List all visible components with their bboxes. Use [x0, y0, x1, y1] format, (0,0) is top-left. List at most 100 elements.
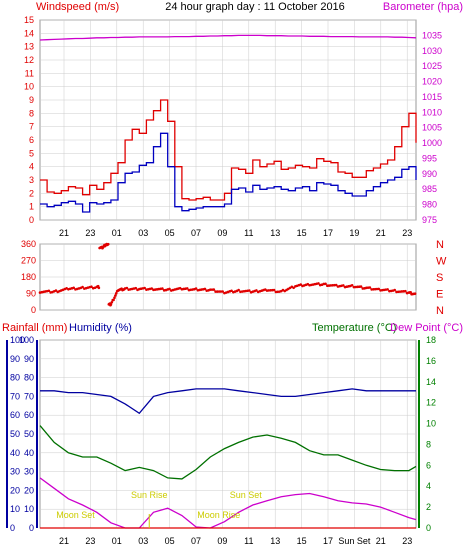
humidity-axis-bar [36, 340, 38, 528]
direction-point [368, 286, 372, 289]
barometer-tick-label: 980 [422, 200, 437, 210]
windspeed-tick-label: 4 [29, 162, 34, 172]
direction-point [54, 289, 58, 292]
x-tick-label: 13 [270, 228, 280, 238]
x-tick-label: 11 [244, 536, 253, 546]
humidity-tick-label: 20 [24, 485, 34, 495]
x-tick-label: 23 [402, 228, 412, 238]
direction-point [299, 283, 303, 286]
windspeed-tick-label: 5 [29, 148, 34, 158]
x-tick-label: 05 [165, 536, 175, 546]
direction-point [341, 284, 345, 287]
compass-label: N [436, 239, 444, 251]
direction-point [143, 286, 146, 290]
rainfall-tick-label: 50 [10, 429, 20, 439]
direction-point [81, 285, 84, 289]
dewpoint-axis-label: Dew Point (°C) [390, 322, 463, 334]
windspeed-tick-label: 8 [29, 108, 34, 118]
barometer-tick-label: 1020 [422, 77, 442, 87]
x-tick-label: 01 [112, 536, 122, 546]
rainfall-tick-label: 80 [10, 373, 20, 383]
direction-point [212, 288, 216, 291]
compass-label: S [436, 272, 443, 284]
temperature-tick-label: 6 [426, 460, 431, 470]
direction-point [255, 289, 258, 292]
x-tick-label: 01 [112, 228, 122, 238]
x-tick-label: 09 [217, 536, 227, 546]
humidity-tick-label: 50 [24, 429, 34, 439]
x-tick-label: 23 [85, 228, 95, 238]
direction-point [247, 289, 251, 292]
direction-point [350, 283, 354, 287]
windspeed-tick-label: 6 [29, 135, 34, 145]
barometer-tick-label: 1005 [422, 123, 442, 133]
direction-point [413, 292, 417, 295]
direction-point [324, 282, 327, 286]
windspeed-tick-label: 7 [29, 122, 34, 132]
direction-point [114, 294, 117, 297]
temperature-tick-label: 10 [426, 419, 436, 429]
astronomy-annotation: Sun Set [230, 490, 263, 500]
direction-point [161, 287, 164, 290]
windspeed-tick-label: 9 [29, 95, 34, 105]
humidity-tick-label: 60 [24, 410, 34, 420]
rainfall-tick-label: 60 [10, 410, 20, 420]
temperature-tick-label: 0 [426, 523, 431, 533]
rainfall-axis-label: Rainfall (mm) [2, 322, 67, 334]
humidity-tick-label: 0 [29, 523, 34, 533]
temperature-tick-label: 14 [426, 377, 436, 387]
temperature-tick-label: 18 [426, 335, 436, 345]
direction-point [72, 286, 75, 290]
direction-point [292, 286, 295, 290]
x-tick-label: 05 [165, 228, 175, 238]
direction-point [97, 286, 101, 290]
rainfall-tick-label: 40 [10, 448, 20, 458]
direction-point [393, 288, 397, 292]
rainfall-tick-label: 100 [10, 335, 25, 345]
direction-point [106, 242, 110, 246]
humidity-tick-label: 100 [19, 335, 34, 345]
windspeed-tick-label: 10 [24, 82, 34, 92]
x-tick-label: 03 [138, 536, 148, 546]
direction-point [185, 287, 189, 290]
x-tick-label: 03 [138, 228, 148, 238]
barometer-tick-label: 990 [422, 169, 437, 179]
barometer-tick-label: 1025 [422, 61, 442, 71]
direction-point [221, 290, 224, 293]
barometer-tick-label: 995 [422, 153, 437, 163]
direction-tick-label: 360 [21, 239, 36, 249]
humidity-tick-label: 40 [24, 448, 34, 458]
humidity-tick-label: 10 [24, 504, 34, 514]
rainfall-axis-bar [6, 340, 8, 528]
direction-point [113, 296, 116, 300]
humidity-tick-label: 30 [24, 467, 34, 477]
direction-tick-label: 0 [31, 305, 36, 315]
barometer-axis-label: Barometer (hpa) [383, 1, 463, 13]
direction-point [109, 303, 113, 306]
x-tick-label: 11 [244, 228, 253, 238]
rainfall-tick-label: 0 [10, 523, 15, 533]
barometer-tick-label: 1015 [422, 92, 442, 102]
direction-point [47, 289, 51, 293]
rainfall-tick-label: 90 [10, 354, 20, 364]
x-tick-label: 23 [85, 536, 95, 546]
windspeed-tick-label: 14 [24, 28, 34, 38]
compass-label: E [436, 289, 443, 301]
x-tick-label: 21 [59, 536, 69, 546]
direction-point [168, 287, 171, 291]
direction-point [386, 288, 389, 291]
temperature-axis-bar [418, 340, 420, 528]
x-tick-label: 13 [270, 536, 280, 546]
astronomy-annotation: Moon Rise [197, 510, 240, 520]
direction-point [334, 283, 338, 287]
temperature-tick-label: 2 [426, 502, 431, 512]
barometer-series [39, 34, 417, 41]
x-tick-label: 17 [323, 228, 333, 238]
direction-point [125, 286, 129, 290]
humidity-tick-label: 70 [24, 391, 34, 401]
direction-tick-label: 180 [21, 272, 36, 282]
humidity-series [40, 388, 416, 415]
rainfall-tick-label: 10 [10, 504, 20, 514]
direction-tick-label: 90 [26, 289, 36, 299]
